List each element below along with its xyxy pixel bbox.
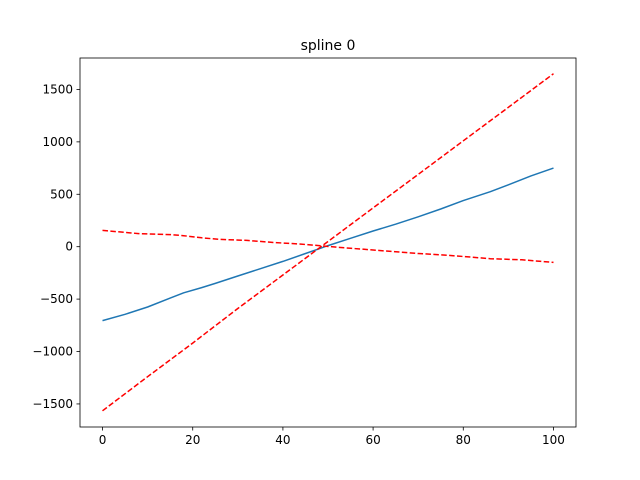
x-tick-label: 100 xyxy=(542,433,565,447)
y-tick-label: −500 xyxy=(40,292,73,306)
chart-title: spline 0 xyxy=(301,38,356,54)
x-tick-label: 60 xyxy=(365,433,380,447)
x-tick-label: 0 xyxy=(99,433,107,447)
y-tick-label: 1000 xyxy=(42,135,73,149)
x-tick-label: 20 xyxy=(185,433,200,447)
plot-area: 0 20 40 60 80 100 −1500 −1000 −500 0 500 1000 1500 xyxy=(32,57,577,447)
y-tick-label: 1500 xyxy=(42,82,73,96)
y-tick-label: −1000 xyxy=(32,345,73,359)
y-tick-label: 500 xyxy=(50,187,73,201)
y-tick-label: −1500 xyxy=(32,397,73,411)
series-line-2 xyxy=(102,229,554,264)
x-tick-label: 40 xyxy=(275,433,290,447)
x-tick-label: 80 xyxy=(456,433,471,447)
axes-frame xyxy=(79,57,577,428)
y-tick-label: 0 xyxy=(65,240,73,254)
series-line-1 xyxy=(102,73,554,412)
